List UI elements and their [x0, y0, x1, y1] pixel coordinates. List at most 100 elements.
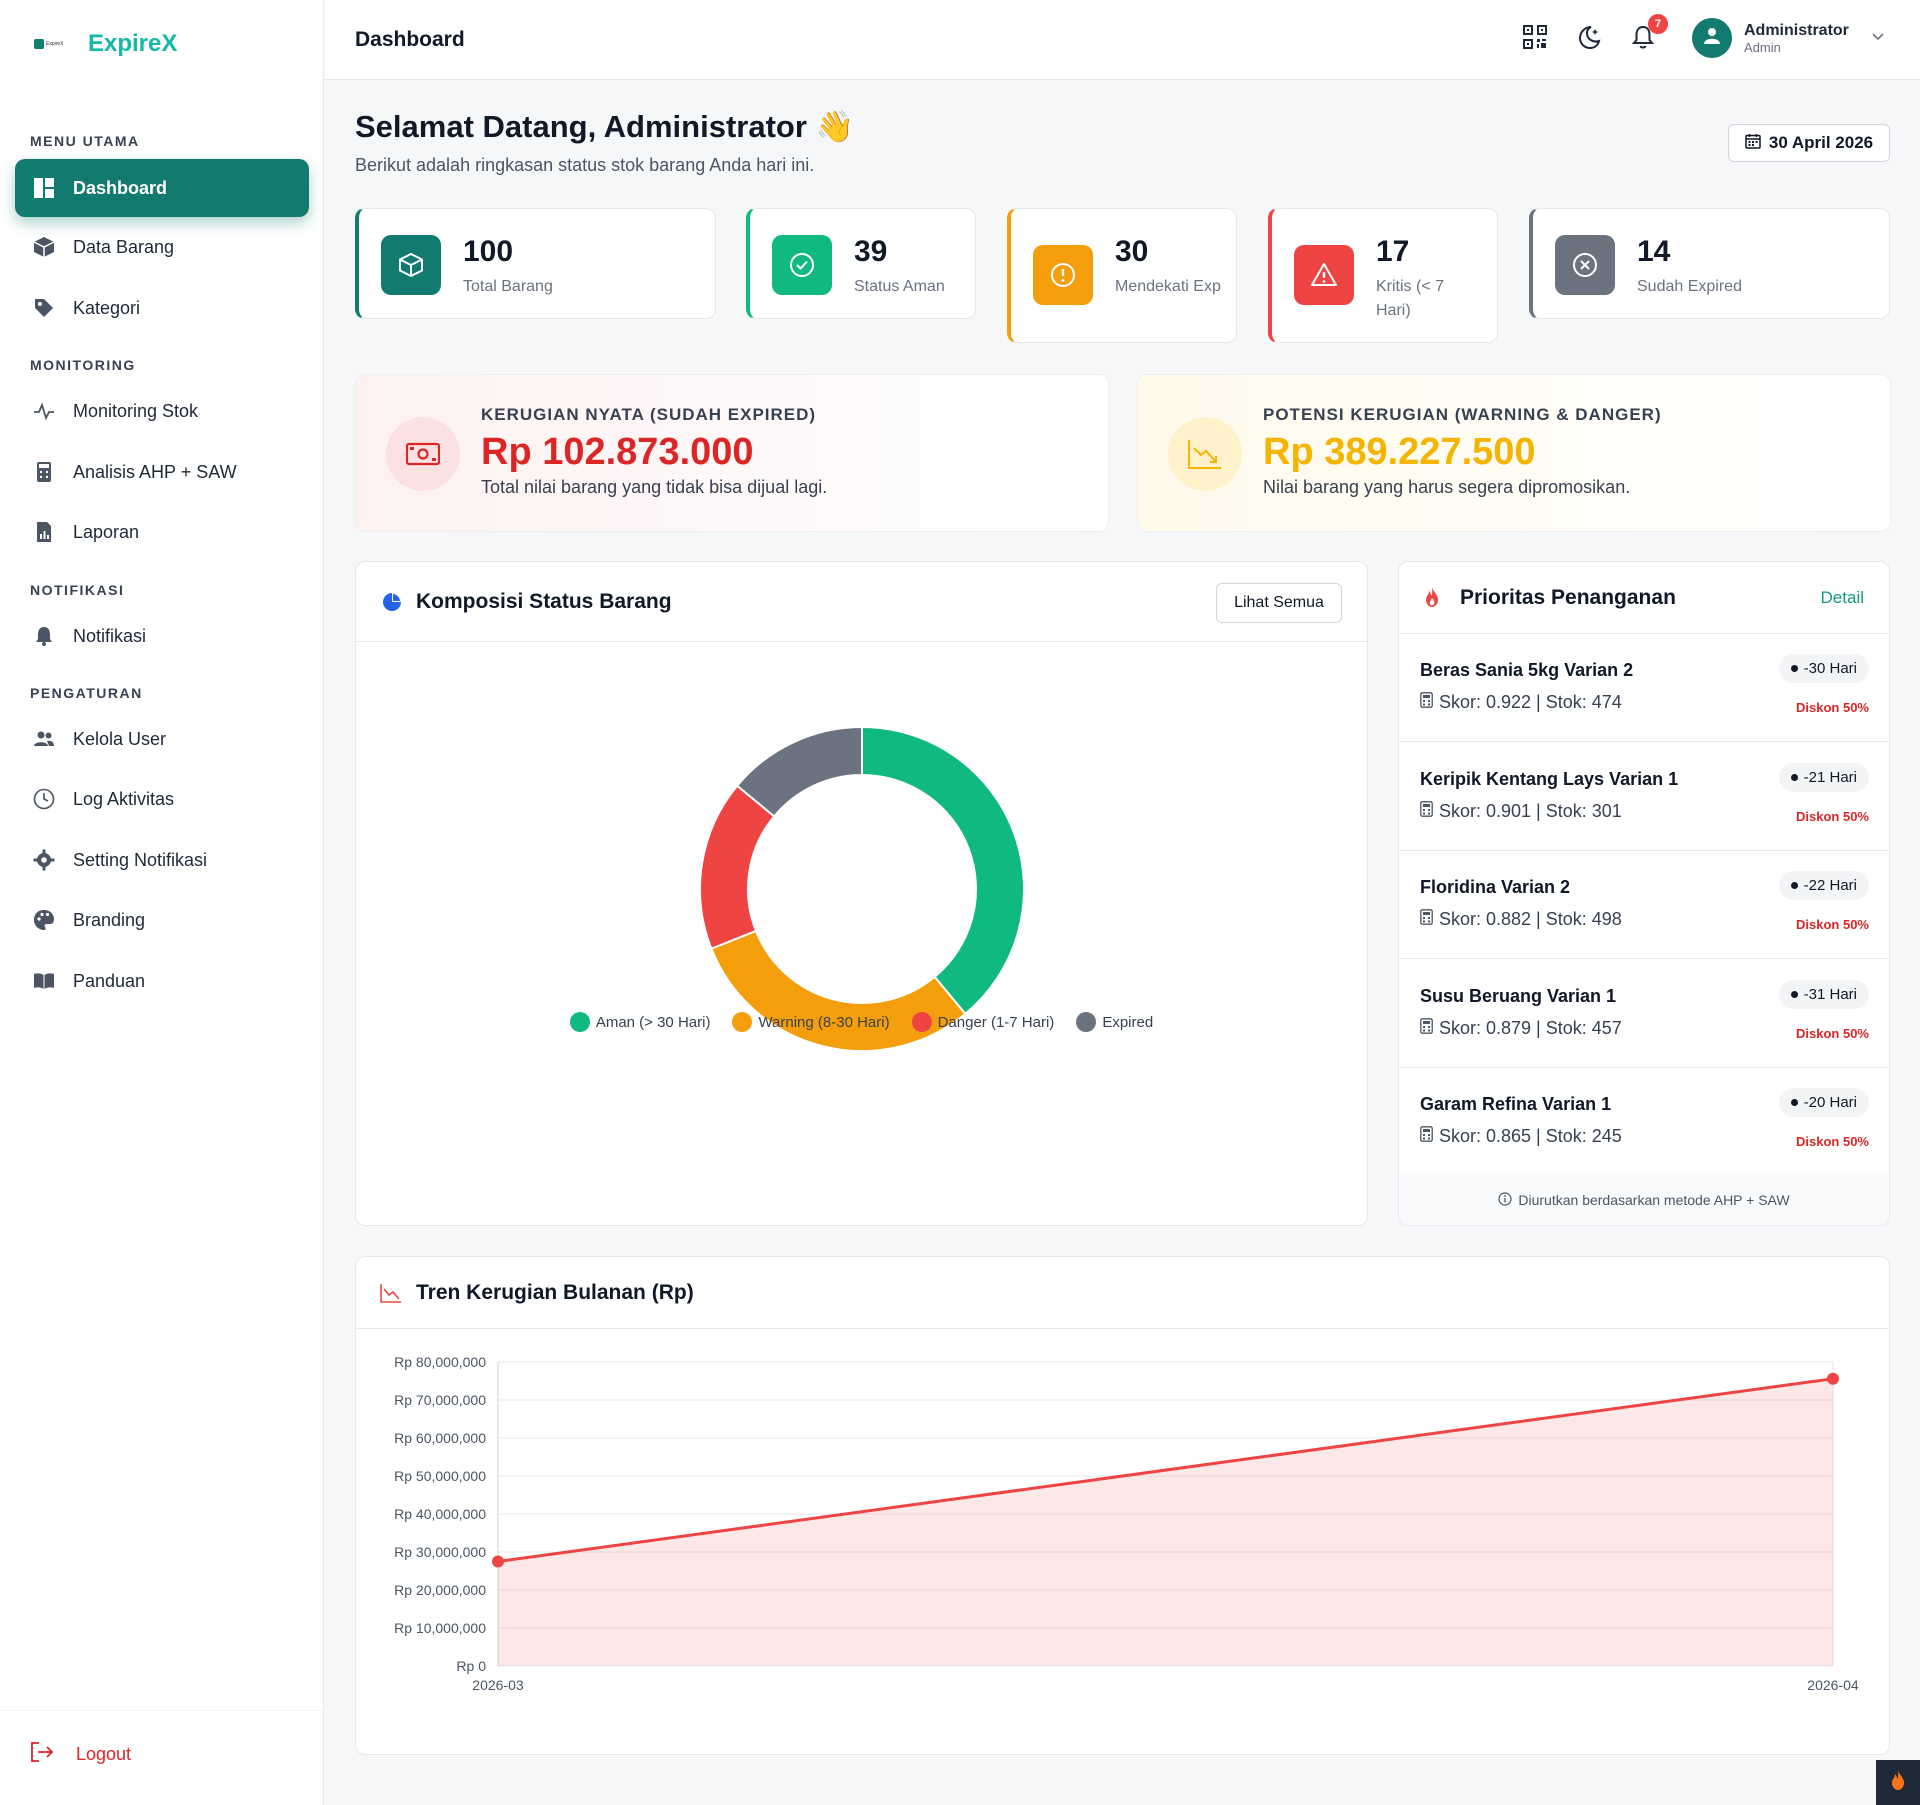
users-icon	[33, 728, 55, 750]
user-menu[interactable]: Administrator Admin	[1692, 18, 1885, 58]
notification-button[interactable]: 7	[1628, 14, 1668, 54]
y-tick-label: Rp 60,000,000	[394, 1430, 486, 1446]
box-icon	[33, 236, 55, 258]
sidebar-item-notifikasi[interactable]: Notifikasi	[15, 607, 309, 665]
sidebar-item-log-aktivitas[interactable]: Log Aktivitas	[15, 770, 309, 828]
avatar	[1692, 18, 1732, 58]
y-tick-label: Rp 30,000,000	[394, 1544, 486, 1560]
priority-item[interactable]: Garam Refina Varian 1 Skor: 0.865 | Stok:…	[1399, 1068, 1889, 1176]
view-all-button[interactable]: Lihat Semua	[1216, 583, 1342, 623]
legend-item-danger[interactable]: Danger (1-7 Hari)	[911, 1012, 1054, 1032]
donut-slice[interactable]	[735, 725, 863, 818]
y-tick-label: Rp 50,000,000	[394, 1468, 486, 1484]
sidebar-item-label: Kelola User	[73, 728, 167, 749]
sidebar-item-data-barang[interactable]: Data Barang	[15, 218, 309, 276]
legend-item-warning[interactable]: Warning (8-30 Hari)	[732, 1012, 890, 1032]
stat-total-barang[interactable]: 100 Total Barang	[355, 208, 716, 319]
theme-toggle-button[interactable]	[1574, 24, 1604, 54]
priority-item[interactable]: Beras Sania 5kg Varian 2 Skor: 0.922 | St…	[1399, 634, 1889, 742]
section-title-monitoring: MONITORING	[30, 357, 136, 373]
sidebar-item-panduan[interactable]: Panduan	[15, 952, 309, 1010]
series-line	[497, 1377, 1834, 1563]
welcome-title: Selamat Datang, Administrator 👋	[355, 109, 855, 144]
priority-item-meta: Skor: 0.901 | Stok: 301	[1420, 801, 1622, 822]
trend-title: Tren Kerugian Bulanan (Rp)	[416, 1281, 694, 1304]
stat-value: 100	[463, 235, 514, 268]
section-title-notifikasi: NOTIFIKASI	[30, 582, 125, 598]
calculator-icon	[1420, 1017, 1433, 1039]
priority-footer-text: Diurutkan berdasarkan metode AHP + SAW	[1518, 1192, 1790, 1208]
donut-slice[interactable]	[699, 784, 776, 950]
priority-title: Prioritas Penanganan	[1460, 586, 1676, 609]
priority-item-name: Keripik Kentang Lays Varian 1	[1420, 768, 1679, 789]
stat-value: 14	[1637, 235, 1671, 268]
logout-button[interactable]: Logout	[30, 1741, 131, 1768]
brand[interactable]: ExpireX ExpireX	[34, 30, 177, 58]
priority-item-meta: Skor: 0.865 | Stok: 245	[1420, 1126, 1622, 1147]
composition-title: Komposisi Status Barang	[416, 590, 672, 613]
notification-badge: 7	[1648, 14, 1668, 34]
sidebar-item-monitoring-stok[interactable]: Monitoring Stok	[15, 382, 309, 440]
date-text: 30 April 2026	[1768, 133, 1874, 152]
book-icon	[33, 970, 55, 992]
priority-item[interactable]: Keripik Kentang Lays Varian 1 Skor: 0.901…	[1399, 743, 1889, 851]
stat-value: 39	[854, 235, 888, 268]
data-point[interactable]	[492, 1555, 504, 1568]
sidebar-item-label: Kategori	[73, 297, 141, 318]
stat-label: Status Aman	[854, 278, 945, 295]
calculator-icon	[1420, 800, 1433, 822]
bell-icon	[33, 625, 55, 647]
priority-item-name: Garam Refina Varian 1	[1420, 1094, 1612, 1114]
pie-chart-icon	[382, 592, 402, 617]
sidebar-item-dashboard[interactable]: Dashboard	[15, 159, 309, 217]
stat-status-aman[interactable]: 39 Status Aman	[746, 208, 976, 319]
logout-icon	[30, 1741, 54, 1768]
chevron-down-icon	[1871, 29, 1885, 47]
sidebar-item-label: Monitoring Stok	[73, 400, 199, 421]
sidebar-item-analisis[interactable]: Analisis AHP + SAW	[15, 443, 309, 501]
priority-item-name: Floridina Varian 2	[1420, 877, 1571, 897]
y-tick-label: Rp 10,000,000	[394, 1620, 486, 1636]
topbar: Dashboard 7 Administrator Admin	[325, 0, 1920, 80]
sidebar-item-kelola-user[interactable]: Kelola User	[15, 710, 309, 768]
qr-scan-button[interactable]	[1520, 24, 1550, 54]
priority-item-discount: Diskon 50%	[1796, 700, 1869, 715]
area-fill	[498, 1378, 1833, 1666]
legend-item-expired[interactable]: Expired	[1076, 1012, 1153, 1032]
sidebar-item-label: Setting Notifikasi	[73, 849, 208, 870]
priority-card: Prioritas Penanganan Detail Beras Sania …	[1398, 561, 1890, 1226]
stat-value: 17	[1376, 235, 1410, 268]
detail-link[interactable]: Detail	[1820, 588, 1864, 607]
sidebar-item-branding[interactable]: Branding	[15, 891, 309, 949]
donut-slice[interactable]	[861, 725, 1025, 1016]
logout-label: Logout	[76, 1744, 132, 1764]
info-icon	[1498, 1191, 1512, 1209]
sidebar-item-kategori[interactable]: Kategori	[15, 279, 309, 337]
stat-kritis[interactable]: 17 Kritis (< 7 Hari)	[1268, 208, 1498, 343]
priority-item[interactable]: Susu Beruang Varian 1 Skor: 0.879 | Stok:…	[1399, 960, 1889, 1068]
stat-sudah-expired[interactable]: 14 Sudah Expired	[1529, 208, 1890, 319]
donut-slice[interactable]	[710, 929, 967, 1052]
sidebar-item-label: Panduan	[73, 970, 146, 991]
corner-widget[interactable]	[1876, 1760, 1920, 1805]
stat-value: 30	[1115, 235, 1149, 268]
x-tick-label: 2026-03	[472, 1677, 524, 1693]
sidebar-item-label: Log Aktivitas	[73, 788, 175, 809]
welcome-subtitle: Berikut adalah ringkasan status stok bar…	[355, 155, 815, 175]
wave-emoji: 👋	[815, 109, 855, 144]
x-tick-label: 2026-04	[1807, 1677, 1859, 1693]
stat-mendekati-exp[interactable]: 30 Mendekati Exp	[1007, 208, 1237, 343]
check-circle-icon	[772, 235, 832, 295]
y-tick-label: Rp 20,000,000	[394, 1582, 486, 1598]
sidebar-item-setting-notifikasi[interactable]: Setting Notifikasi	[15, 831, 309, 889]
actual-loss-desc: Total nilai barang yang tidak bisa dijua…	[481, 477, 828, 497]
legend-swatch	[1076, 1012, 1097, 1032]
priority-card-header: Prioritas Penanganan Detail	[1399, 562, 1889, 634]
sidebar-item-laporan[interactable]: Laporan	[15, 503, 309, 561]
page-title: Dashboard	[355, 28, 465, 51]
legend-item-aman[interactable]: Aman (> 30 Hari)	[569, 1012, 710, 1032]
calculator-icon	[1420, 692, 1433, 713]
priority-item[interactable]: Floridina Varian 2 Skor: 0.882 | Stok: 49…	[1399, 851, 1889, 959]
data-point[interactable]	[1827, 1372, 1839, 1385]
pulse-icon	[33, 400, 55, 422]
